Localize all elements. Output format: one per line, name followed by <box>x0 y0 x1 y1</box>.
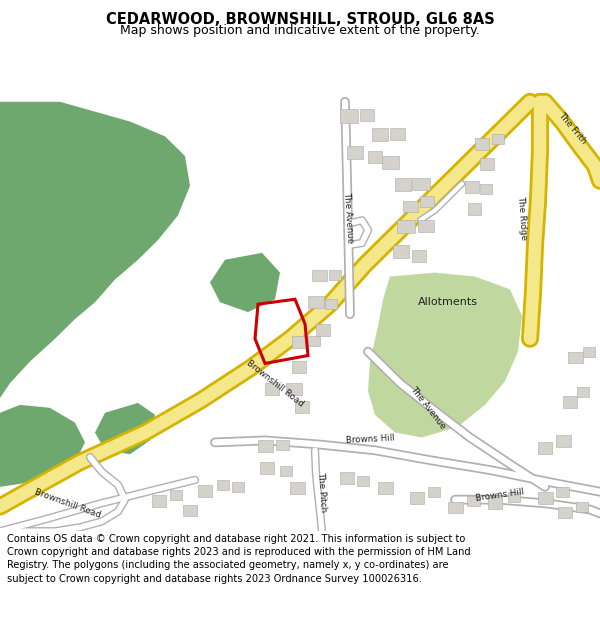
Text: CEDARWOOD, BROWNSHILL, STROUD, GL6 8AS: CEDARWOOD, BROWNSHILL, STROUD, GL6 8AS <box>106 12 494 27</box>
Bar <box>232 482 244 492</box>
Bar <box>563 396 577 408</box>
Bar <box>325 299 337 309</box>
Bar <box>198 485 212 497</box>
Bar <box>556 487 569 497</box>
Polygon shape <box>95 403 155 454</box>
Bar <box>508 492 520 502</box>
Bar <box>576 502 588 511</box>
Bar <box>488 497 502 509</box>
Bar <box>390 129 405 140</box>
Bar <box>357 476 369 486</box>
Bar <box>265 383 279 395</box>
Bar <box>468 204 481 216</box>
Bar <box>412 250 426 262</box>
Bar <box>418 220 434 232</box>
Bar <box>170 490 182 499</box>
Bar <box>378 482 393 494</box>
Bar <box>329 269 341 279</box>
Bar <box>475 138 489 150</box>
Bar <box>280 466 292 476</box>
Text: Contains OS data © Crown copyright and database right 2021. This information is : Contains OS data © Crown copyright and d… <box>7 534 471 584</box>
Bar <box>360 109 374 121</box>
Bar <box>286 383 302 395</box>
Bar <box>260 462 274 474</box>
Bar <box>393 245 409 258</box>
Bar <box>276 441 289 450</box>
Bar <box>428 487 440 497</box>
Bar <box>467 496 480 506</box>
Bar <box>568 352 583 363</box>
Bar <box>382 156 399 169</box>
Bar <box>340 109 358 122</box>
Bar <box>403 201 418 212</box>
Polygon shape <box>0 405 85 487</box>
Bar <box>312 269 327 281</box>
Bar <box>480 184 492 194</box>
Bar <box>583 347 595 356</box>
Bar <box>412 178 430 189</box>
Text: The Frith: The Frith <box>556 111 588 146</box>
Bar <box>290 482 305 494</box>
Bar <box>368 151 382 163</box>
Bar <box>577 387 589 397</box>
Bar <box>480 158 494 170</box>
Polygon shape <box>210 253 280 312</box>
Bar <box>258 441 273 452</box>
Text: Brownshill Road: Brownshill Road <box>34 488 103 520</box>
Bar <box>492 134 504 144</box>
Bar <box>183 504 197 516</box>
Text: The Avenue: The Avenue <box>342 191 354 243</box>
Bar <box>372 129 388 141</box>
Text: Browns Hill: Browns Hill <box>346 434 395 445</box>
Text: The Ridge: The Ridge <box>516 195 528 240</box>
Text: Browns Hill: Browns Hill <box>475 487 525 502</box>
Bar <box>538 492 553 504</box>
Bar <box>397 220 415 233</box>
Bar <box>395 178 411 191</box>
Polygon shape <box>0 102 190 398</box>
Bar <box>420 196 434 208</box>
Bar <box>448 502 463 514</box>
Bar <box>538 442 552 454</box>
Text: The Pitch: The Pitch <box>316 471 328 512</box>
Bar <box>556 436 571 447</box>
Text: Map shows position and indicative extent of the property.: Map shows position and indicative extent… <box>120 24 480 37</box>
Polygon shape <box>368 272 522 438</box>
Bar <box>410 492 424 504</box>
Bar <box>292 361 306 373</box>
Text: Allotments: Allotments <box>418 298 478 308</box>
Text: The Avenue: The Avenue <box>409 385 448 431</box>
Bar <box>465 181 479 192</box>
Bar <box>308 296 324 308</box>
Bar <box>308 336 320 346</box>
Bar <box>340 472 354 484</box>
Bar <box>347 146 363 159</box>
Bar <box>292 336 307 348</box>
Bar <box>558 507 572 518</box>
Bar <box>152 495 166 507</box>
Bar <box>217 480 229 490</box>
Text: Brownshill Road: Brownshill Road <box>245 358 305 408</box>
Bar <box>295 401 309 412</box>
Bar <box>316 324 330 336</box>
